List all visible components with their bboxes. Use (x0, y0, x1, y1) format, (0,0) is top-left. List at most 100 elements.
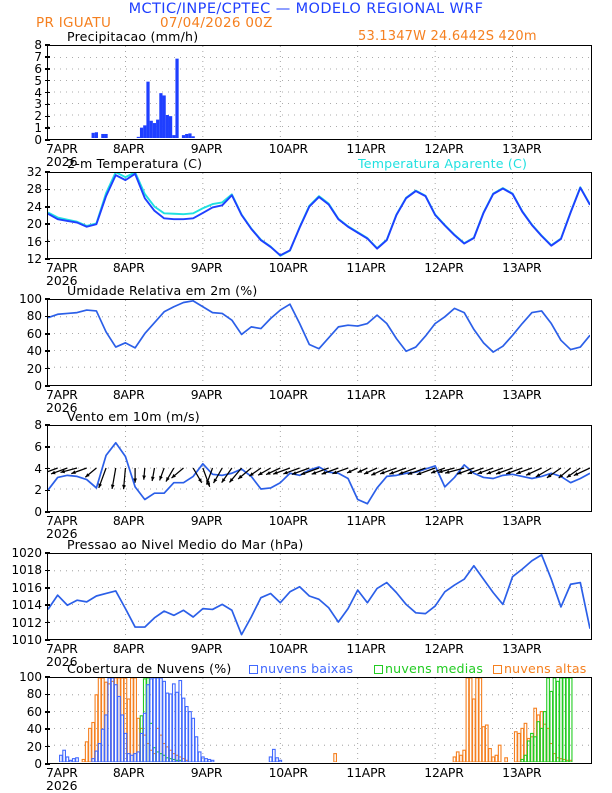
gridlines (48, 300, 590, 384)
ytick-pressure-1010: 1010 (11, 633, 42, 647)
ytickmark-temperature-12 (45, 258, 50, 260)
xyear-precipitation: 2026 (46, 154, 78, 169)
xtick-pressure-8APR: 8APR (112, 641, 145, 656)
ytick-precipitation-6: 6 (34, 61, 42, 76)
xtick-humidity-13APR: 13APR (502, 387, 542, 402)
xtick-humidity-12APR: 12APR (424, 387, 464, 402)
gridlines (48, 46, 590, 138)
panel-title-precipitation: Precipitacao (mm/h) (67, 29, 199, 44)
xtick-precipitation-10APR: 10APR (268, 141, 309, 156)
ytick-clouds-0: 0 (34, 757, 42, 771)
xtick-clouds-13APR: 13APR (502, 765, 542, 780)
ytickmark-temperature-24 (45, 206, 50, 208)
ytick-wind-2: 2 (34, 483, 42, 498)
xtick-clouds-11APR: 11APR (346, 765, 386, 780)
station-name: PR IGUATU (36, 15, 112, 31)
plot-svg-pressure (48, 554, 590, 638)
xtick-temperature-10APR: 10APR (268, 260, 309, 275)
xyear-pressure: 2026 (46, 654, 78, 669)
ytickmark-humidity-80 (45, 315, 50, 318)
ytick-humidity-40: 40 (26, 344, 42, 359)
ytick-pressure-1020: 1020 (11, 546, 42, 560)
xtick-wind-13APR: 13APR (502, 513, 542, 528)
gridlines (48, 678, 590, 762)
series-humidity (48, 300, 590, 353)
ytickmark-precipitation-5 (45, 79, 50, 82)
ytick-clouds-20: 20 (26, 739, 42, 754)
xtick-pressure-10APR: 10APR (268, 641, 309, 656)
xtick-clouds-10APR: 10APR (268, 765, 309, 780)
ytickmark-clouds-80 (45, 693, 50, 696)
ytick-humidity-0: 0 (34, 379, 42, 393)
ytickmark-precipitation-0 (45, 139, 50, 141)
xtick-temperature-9APR: 9APR (190, 260, 223, 275)
ytickmark-humidity-60 (45, 333, 50, 335)
ytickmark-pressure-1014 (45, 604, 50, 606)
xtick-clouds-8APR: 8APR (112, 765, 145, 780)
ytick-precipitation-2: 2 (34, 109, 42, 124)
series-Temperatura-Aparente-(C) (48, 173, 590, 257)
plot-area-pressure (47, 553, 592, 640)
plot-svg-humidity (48, 300, 590, 384)
legend-nuvens-baixas: nuvens baixas (249, 661, 353, 676)
xtick-temperature-11APR: 11APR (346, 260, 386, 275)
ytickmark-wind-4 (45, 467, 50, 470)
ytickmark-precipitation-8 (45, 44, 50, 46)
panel-title-temperature: 2-m Temperatura (C) (67, 156, 203, 171)
xtick-wind-8APR: 8APR (112, 513, 145, 528)
plot-svg-clouds (48, 678, 590, 762)
ytickmark-humidity-40 (45, 350, 50, 352)
panel-title-clouds: Cobertura de Nuvens (%) (67, 661, 232, 676)
xtick-wind-11APR: 11APR (346, 513, 386, 528)
xtick-precipitation-11APR: 11APR (346, 141, 386, 156)
xyear-wind: 2026 (46, 526, 78, 541)
ytickmark-clouds-100 (45, 676, 50, 678)
panel-title-humidity: Umidade Relativa em 2m (%) (67, 283, 258, 298)
ytick-humidity-80: 80 (26, 309, 42, 324)
ytickmark-humidity-0 (45, 385, 50, 387)
ytick-temperature-12: 12 (26, 252, 42, 266)
cloud-bars-nuvens-baixas (59, 678, 283, 762)
panel-title-pressure: Pressao ao Nivel Medio do Mar (hPa) (67, 537, 304, 552)
plot-area-humidity (47, 299, 592, 386)
xtick-pressure-13APR: 13APR (502, 641, 542, 656)
xtick-clouds-7APR: 7APR (46, 765, 78, 780)
ytick-clouds-40: 40 (26, 722, 42, 737)
legend-swatch-1 (374, 665, 383, 674)
xtick-precipitation-7APR: 7APR (46, 141, 78, 156)
legend-nuvens-altas: nuvens altas (493, 661, 587, 676)
ytick-clouds-100: 100 (19, 670, 42, 684)
ytick-precipitation-3: 3 (34, 97, 42, 112)
xtick-precipitation-9APR: 9APR (190, 141, 223, 156)
ytickmark-clouds-20 (45, 745, 50, 748)
ytick-pressure-1016: 1016 (11, 580, 42, 595)
gridlines (48, 173, 590, 257)
ytickmark-precipitation-1 (45, 127, 50, 129)
xtick-pressure-11APR: 11APR (346, 641, 386, 656)
ytickmark-clouds-60 (45, 711, 50, 713)
xtick-humidity-7APR: 7APR (46, 387, 78, 402)
xtick-temperature-13APR: 13APR (502, 260, 542, 275)
wind-barbs (48, 467, 590, 490)
plot-svg-wind (48, 426, 590, 510)
xtick-temperature-7APR: 7APR (46, 260, 78, 275)
series-wind (48, 441, 590, 505)
ytickmark-clouds-40 (45, 728, 50, 730)
plot-svg-precipitation (48, 46, 590, 138)
ytickmark-pressure-1012 (45, 621, 50, 624)
ytickmark-precipitation-4 (45, 91, 50, 94)
legend-apparent-temperature: Temperatura Aparente (C) (358, 156, 528, 171)
xtick-pressure-12APR: 12APR (424, 641, 464, 656)
ytickmark-humidity-100 (45, 298, 50, 300)
plot-area-precipitation (47, 45, 592, 140)
model-title: MCTIC/INPE/CPTEC — MODELO REGIONAL WRF (128, 1, 484, 17)
xtick-precipitation-13APR: 13APR (502, 141, 542, 156)
ytickmark-pressure-1020 (45, 552, 50, 554)
ytick-wind-8: 8 (34, 418, 42, 432)
ytickmark-precipitation-6 (45, 68, 50, 70)
ytick-pressure-1012: 1012 (11, 615, 42, 630)
ytick-precipitation-1: 1 (34, 121, 42, 136)
series-2-m-Temperatura-(C) (48, 173, 590, 257)
ytick-humidity-60: 60 (26, 326, 42, 341)
xtick-wind-7APR: 7APR (46, 513, 78, 528)
